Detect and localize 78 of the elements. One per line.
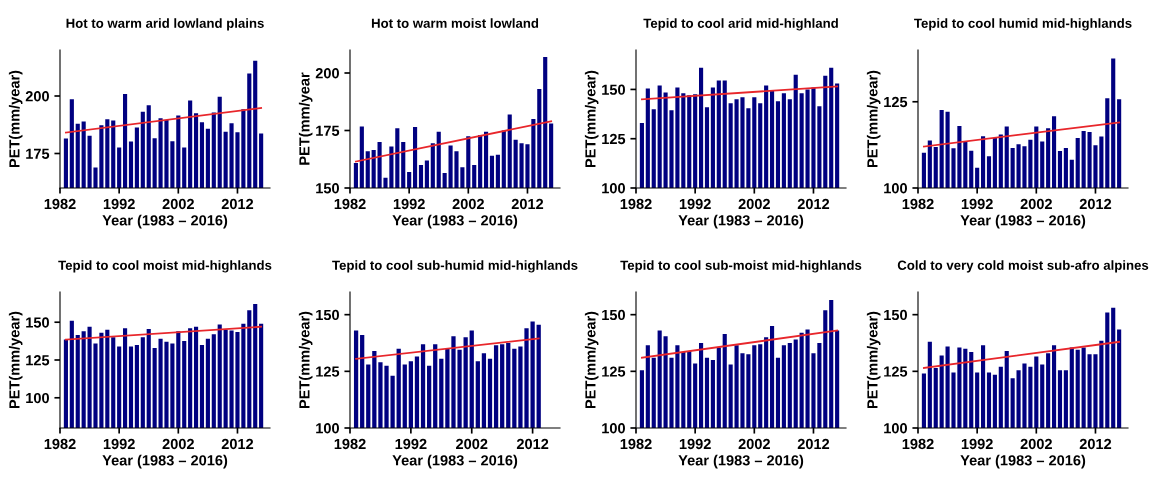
x-axis-title: Year (1983 – 2016) <box>960 454 1086 469</box>
x-tick-label: 2012 <box>221 438 254 450</box>
y-tick-label: 150 <box>26 317 49 328</box>
y-tick-label: 100 <box>884 423 907 434</box>
y-tick-label: 100 <box>26 392 49 404</box>
chart-title: Tepid to cool sub-moist mid-highlands <box>620 260 862 273</box>
x-axis-title: Year (1983 – 2016) <box>392 214 518 229</box>
x-tick-label: 1992 <box>393 198 425 210</box>
y-axis-title: PET(mm/year) <box>866 311 881 409</box>
x-tick-label: 2012 <box>221 198 254 210</box>
x-tick-label: 1982 <box>334 198 366 210</box>
x-tick-label: 2002 <box>1020 438 1052 450</box>
y-tick-label: 125 <box>884 366 908 377</box>
y-tick-label: 150 <box>316 183 339 194</box>
x-axis-title: Year (1983 – 2016) <box>102 214 228 229</box>
y-tick-label: 100 <box>602 183 625 194</box>
y-tick-label: 150 <box>316 309 339 321</box>
x-tick-label: 1992 <box>679 198 711 210</box>
x-tick-label: 1992 <box>961 198 993 210</box>
chart-title: Hot to warm moist lowland <box>371 18 539 28</box>
x-axis-title: Year (1983 – 2016) <box>960 214 1086 229</box>
x-tick-label: 1992 <box>103 438 135 450</box>
x-axis-title: Year (1983 – 2016) <box>102 454 228 469</box>
chart-title: Tepid to cool moist mid-highlands <box>58 260 272 273</box>
x-tick-label: 2002 <box>738 438 770 450</box>
x-tick-label: 1982 <box>334 438 366 450</box>
chart-title: Tepid to cool humid mid-highlands <box>914 18 1132 31</box>
x-tick-label: 1992 <box>679 438 711 450</box>
x-tick-label: 2002 <box>162 198 194 210</box>
y-axis-title: PET(mm/year) <box>8 311 23 409</box>
x-tick-label: 2002 <box>162 438 194 450</box>
x-tick-label: 2012 <box>797 438 830 450</box>
x-tick-label: 1982 <box>44 438 76 450</box>
y-tick-label: 150 <box>602 309 625 321</box>
x-tick-label: 2012 <box>797 198 830 210</box>
x-tick-label: 2002 <box>738 198 770 210</box>
x-tick-label: 1992 <box>103 198 135 210</box>
chart-title: Tepid to cool sub-humid mid-highlands <box>332 260 578 273</box>
x-tick-label: 1992 <box>961 438 993 450</box>
y-tick-label: 125 <box>316 366 340 377</box>
x-tick-label: 2012 <box>516 438 549 450</box>
x-tick-label: 1982 <box>620 438 652 450</box>
y-tick-label: 175 <box>316 125 340 136</box>
x-tick-label: 2012 <box>511 198 544 210</box>
y-tick-label: 125 <box>26 355 50 366</box>
y-axis-title: PET(mm/year) <box>584 70 599 168</box>
x-tick-label: 2002 <box>456 438 488 450</box>
x-tick-label: 2002 <box>452 198 484 210</box>
y-tick-label: 100 <box>884 183 907 194</box>
y-tick-label: 125 <box>602 133 626 145</box>
y-tick-label: 125 <box>602 366 626 377</box>
x-axis-title: Year (1983 – 2016) <box>392 454 518 469</box>
y-tick-label: 100 <box>316 423 339 434</box>
y-tick-label: 150 <box>884 309 907 321</box>
x-tick-label: 2012 <box>1079 198 1112 210</box>
chart-title: Tepid to cool arid mid-highland <box>643 18 838 31</box>
y-axis-title: PET(mm/year <box>298 72 313 165</box>
x-tick-label: 2002 <box>1020 198 1052 210</box>
x-tick-label: 1982 <box>44 198 76 210</box>
x-tick-label: 2012 <box>1079 438 1112 450</box>
chart-title: Hot to warm arid lowland plains <box>66 18 264 31</box>
x-tick-label: 1982 <box>620 198 652 210</box>
y-tick-label: 175 <box>26 148 50 159</box>
y-tick-label: 100 <box>602 423 625 434</box>
y-axis-title: PET(mm/year) <box>298 311 313 409</box>
y-axis-title: PET(mm/year) <box>8 70 23 168</box>
y-tick-label: 200 <box>315 68 339 79</box>
chart-title: Cold to very cold moist sub-afro alpines <box>897 260 1149 273</box>
y-tick-label: 200 <box>25 91 49 102</box>
y-tick-label: 125 <box>884 96 908 108</box>
x-tick-label: 1982 <box>902 198 934 210</box>
x-axis-title: Year (1983 – 2016) <box>678 214 804 229</box>
x-tick-label: 1992 <box>395 438 427 450</box>
y-axis-title: PET(mm/year) <box>866 70 881 168</box>
x-tick-label: 1982 <box>902 438 934 450</box>
y-axis-title: PET(mm/year) <box>584 311 599 409</box>
x-axis-title: Year (1983 – 2016) <box>678 454 804 469</box>
y-tick-label: 150 <box>602 84 625 95</box>
